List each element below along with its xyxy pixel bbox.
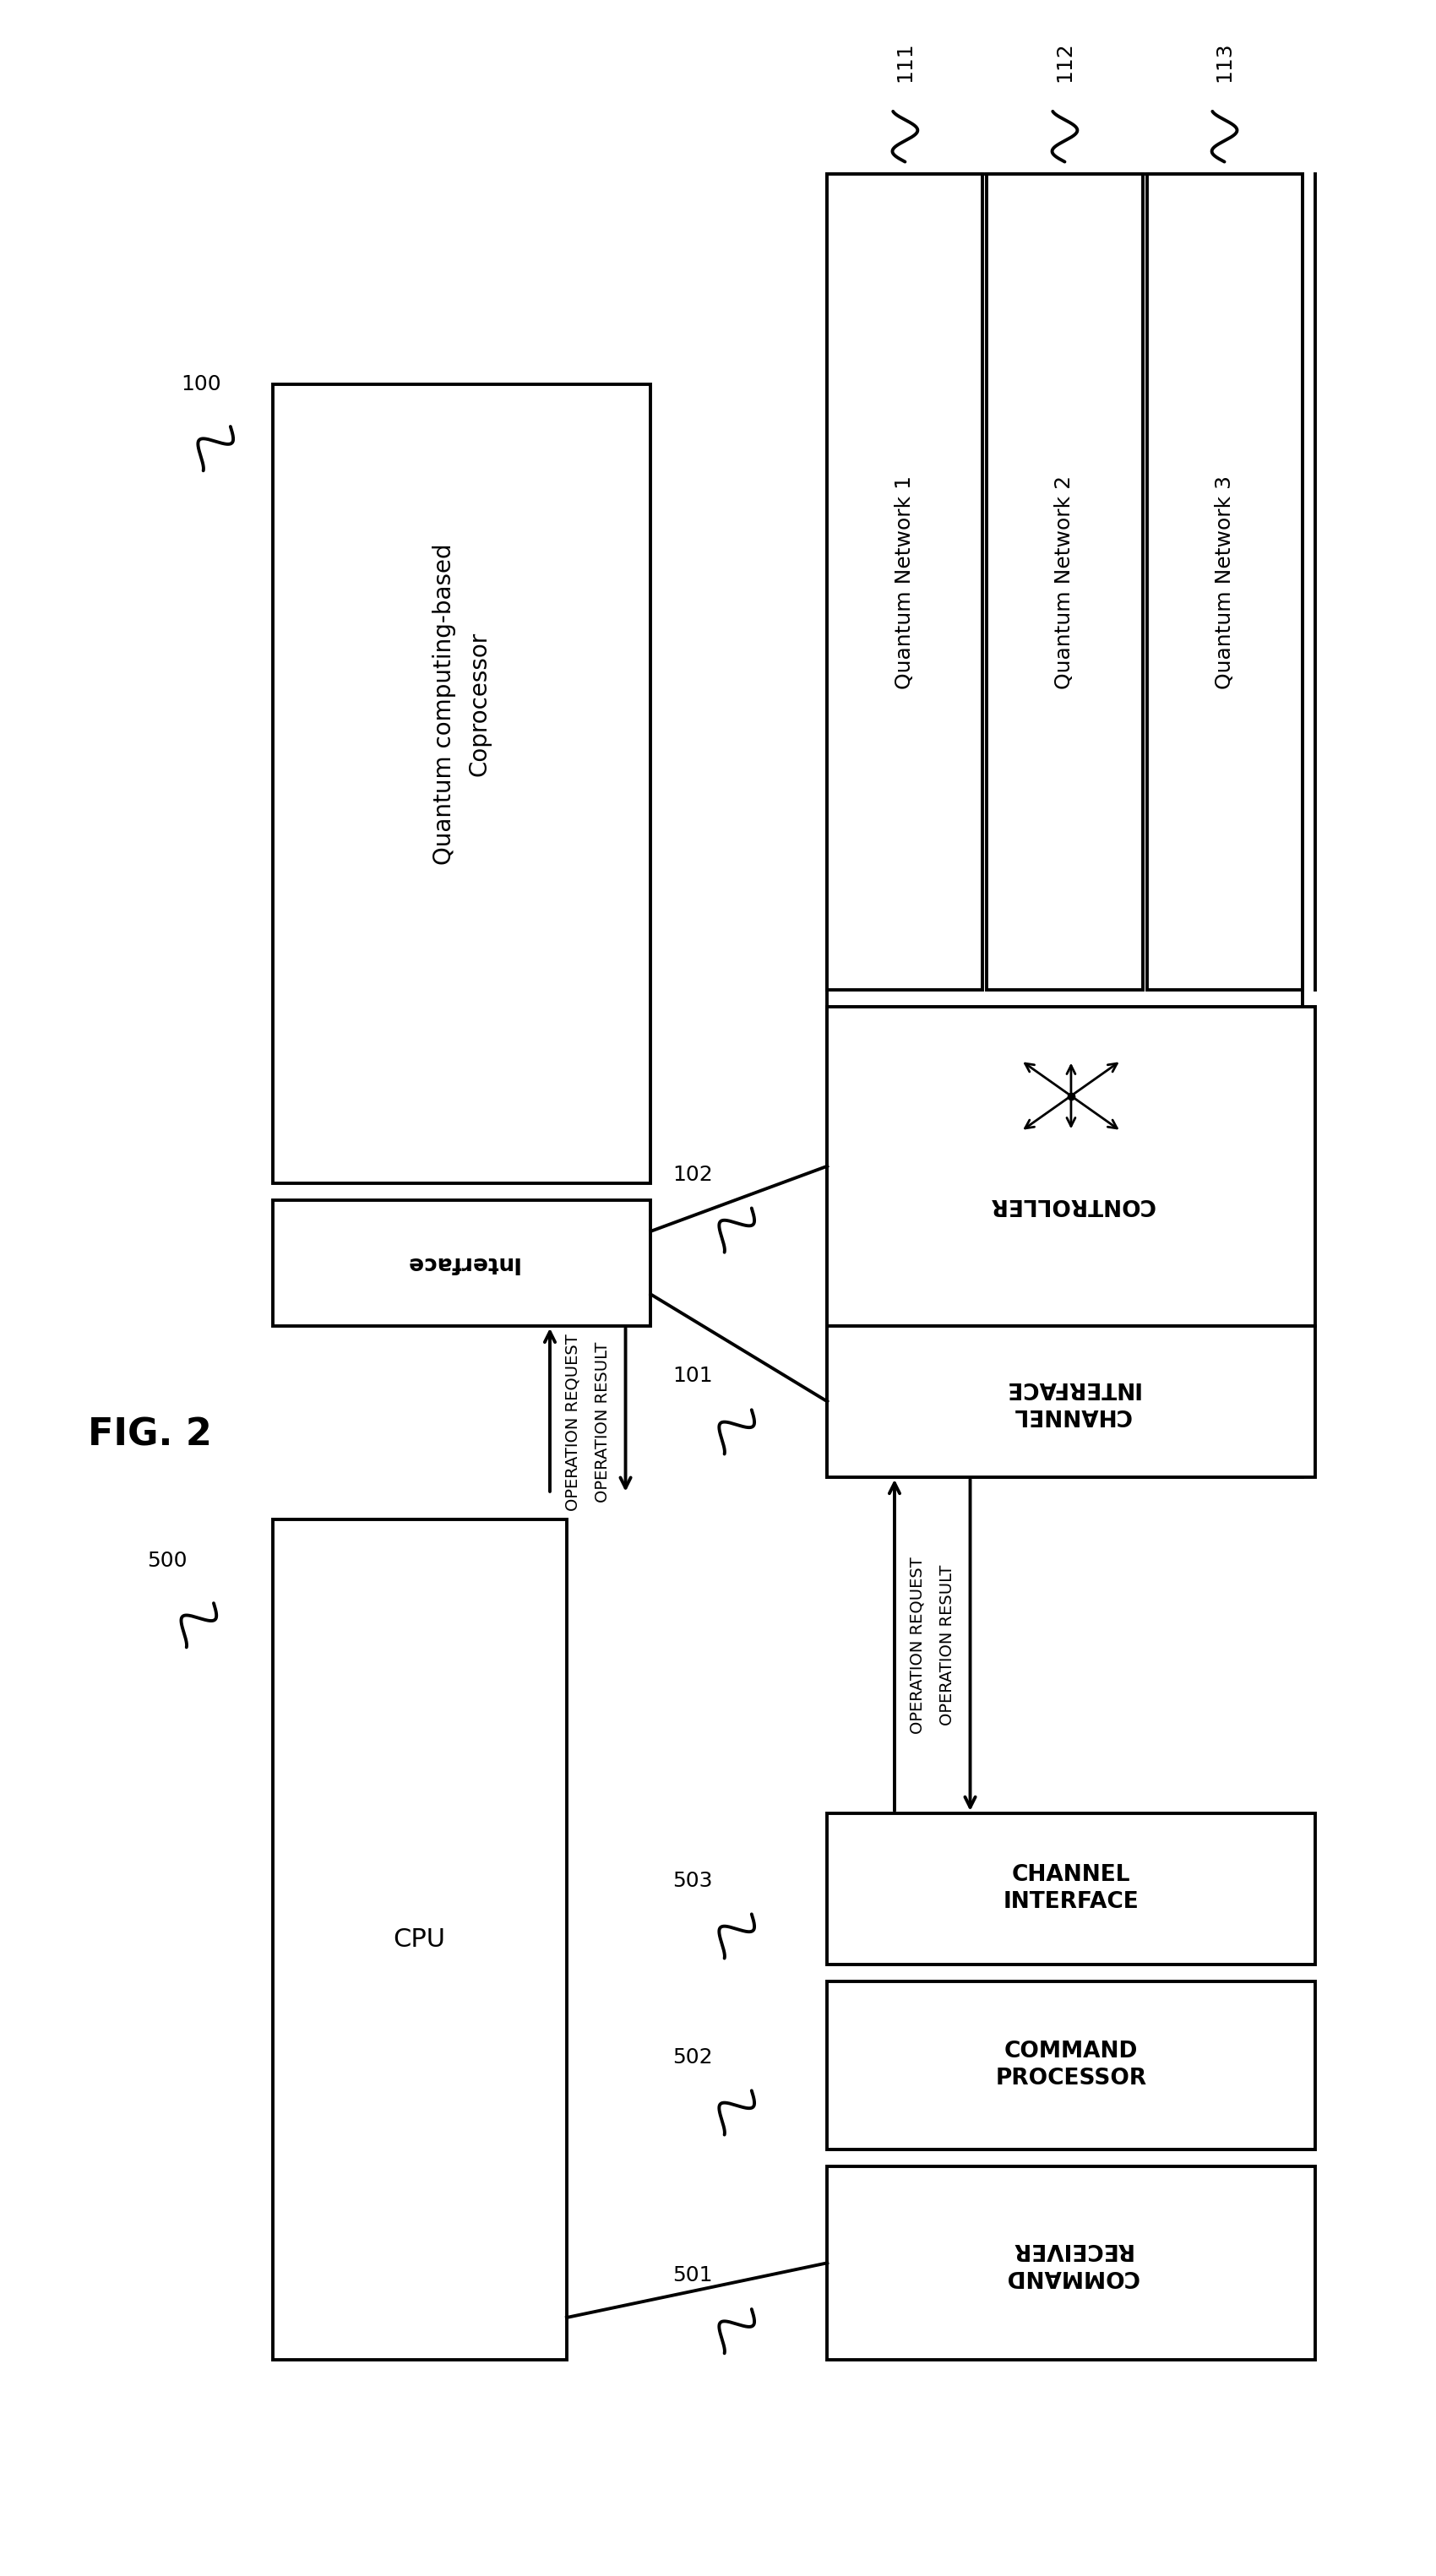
Text: OPERATION REQUEST: OPERATION REQUEST — [909, 1556, 926, 1734]
Text: COMMAND
PROCESSOR: COMMAND PROCESSOR — [995, 2040, 1147, 2089]
Bar — [827, 1814, 1315, 1965]
Text: 500: 500 — [148, 1551, 188, 1571]
Text: 100: 100 — [181, 374, 221, 394]
Text: 501: 501 — [672, 2264, 712, 2285]
Text: Interface: Interface — [405, 1252, 518, 1273]
Bar — [827, 2166, 1315, 2360]
Bar — [987, 175, 1143, 989]
Bar — [827, 175, 1302, 1476]
Bar — [827, 1007, 1315, 1327]
Bar — [827, 1327, 1315, 1476]
Text: OPERATION RESULT: OPERATION RESULT — [595, 1342, 610, 1502]
Text: COMMAND
RECEIVER: COMMAND RECEIVER — [1004, 2239, 1137, 2287]
Text: FIG. 2: FIG. 2 — [88, 1417, 211, 1453]
Text: CHANNEL
INTERFACE: CHANNEL INTERFACE — [1004, 1378, 1139, 1427]
Bar — [273, 1200, 651, 1327]
Text: Quantum computing-based
Coprocessor: Quantum computing-based Coprocessor — [432, 544, 491, 866]
Text: 502: 502 — [672, 2048, 712, 2066]
Text: OPERATION REQUEST: OPERATION REQUEST — [564, 1334, 582, 1512]
Text: Quantum Network 1: Quantum Network 1 — [895, 474, 915, 688]
Bar — [273, 384, 651, 1182]
Bar — [827, 175, 982, 989]
Text: Quantum Network 3: Quantum Network 3 — [1215, 474, 1235, 688]
Bar — [273, 1520, 567, 2360]
Text: CONTROLLER: CONTROLLER — [988, 1193, 1155, 1216]
Text: CPU: CPU — [393, 1927, 445, 1953]
Bar — [827, 1981, 1315, 2148]
Bar — [1147, 175, 1302, 989]
Text: 101: 101 — [672, 1365, 712, 1386]
Text: 102: 102 — [672, 1164, 712, 1185]
Text: Quantum Network 2: Quantum Network 2 — [1054, 474, 1076, 688]
Text: 111: 111 — [895, 41, 915, 82]
Text: 113: 113 — [1215, 41, 1235, 82]
Text: OPERATION RESULT: OPERATION RESULT — [939, 1564, 955, 1726]
Text: CHANNEL
INTERFACE: CHANNEL INTERFACE — [1004, 1865, 1139, 1914]
Text: 112: 112 — [1054, 41, 1076, 82]
Text: 503: 503 — [672, 1870, 712, 1891]
